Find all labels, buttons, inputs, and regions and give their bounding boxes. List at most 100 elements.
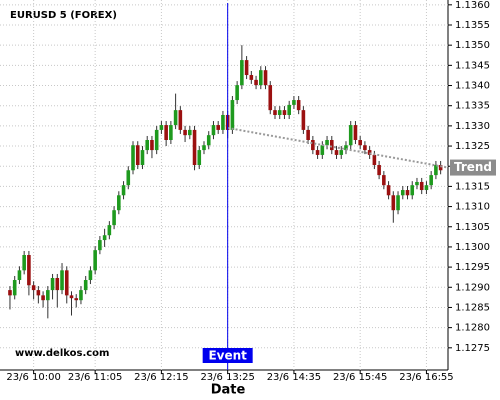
candle-body (27, 255, 31, 286)
candle-body (211, 125, 216, 136)
candle-body (344, 145, 348, 151)
candle-body (206, 135, 211, 146)
candle-body (55, 278, 60, 291)
candle-body (339, 150, 344, 155)
x-tick-label: 23/6 14:35 (267, 372, 321, 383)
y-tick-label: 1.1295 (455, 262, 490, 273)
candle-body (169, 125, 173, 140)
trend-line (227, 126, 449, 169)
candle-body (240, 60, 244, 86)
candle-body (400, 190, 405, 196)
candle-body (386, 185, 391, 196)
y-tick-label: 1.1325 (455, 141, 490, 152)
candle-body (320, 145, 325, 155)
candle-body (41, 295, 45, 301)
candle-body (438, 165, 443, 171)
candle-body (263, 70, 268, 86)
candle-body (434, 165, 438, 176)
candle-body (358, 140, 362, 146)
trend-label: Trend (454, 160, 492, 174)
candle-body (188, 129, 192, 136)
y-tick-label: 1.1355 (455, 20, 490, 31)
candle-body (164, 125, 168, 140)
candle-body (429, 175, 433, 186)
candle-body (93, 250, 97, 271)
candle-body (150, 140, 154, 151)
candle-body (334, 150, 339, 155)
candle-body (98, 240, 102, 251)
y-tick-label: 1.1305 (455, 222, 490, 233)
candle-body (154, 129, 159, 151)
candle-body (325, 140, 329, 146)
candle-body (131, 145, 135, 171)
candle-body (135, 145, 140, 166)
candle-body (22, 255, 26, 271)
x-tick-label: 23/6 13:25 (200, 372, 254, 383)
y-tick-label: 1.1310 (455, 202, 490, 213)
candle-body (311, 140, 315, 151)
candle-body (173, 110, 178, 126)
candle-body (74, 298, 79, 301)
candle-body (372, 154, 377, 166)
candle-body (112, 210, 116, 226)
candle-body (363, 145, 367, 151)
watermark: www.delkos.com (15, 348, 109, 359)
candle-body (60, 270, 64, 291)
chart-title: EURUSD 5 (FOREX) (10, 10, 117, 21)
y-tick-label: 1.1275 (455, 343, 490, 354)
y-tick-label: 1.1300 (455, 242, 490, 253)
candle-body (36, 290, 41, 296)
candle-body (315, 150, 320, 155)
candle-body (396, 195, 400, 211)
candle-body (145, 140, 150, 151)
candle-body (88, 270, 93, 281)
candle-body (249, 75, 254, 80)
candle-body (254, 79, 258, 86)
candle-body (178, 110, 183, 130)
candle-body (405, 190, 410, 196)
y-tick-label: 1.1315 (455, 181, 490, 192)
candle-body (159, 125, 164, 130)
y-tick-label: 1.1340 (455, 81, 490, 92)
y-tick-label: 1.1290 (455, 282, 490, 293)
y-tick-label: 1.1280 (455, 323, 490, 334)
candle-body (216, 125, 220, 130)
event-label: Event (208, 349, 247, 363)
y-tick-label: 1.1350 (455, 40, 490, 51)
candle-body (273, 110, 277, 115)
x-axis-label: Date (211, 383, 246, 398)
candle-body (353, 125, 358, 140)
candle-body (282, 110, 287, 115)
y-tick-label: 1.1360 (455, 0, 490, 11)
candle-body (244, 60, 249, 76)
candle-body (69, 295, 74, 299)
candle-body (83, 280, 88, 291)
candle-body (410, 185, 415, 196)
candle-body (102, 235, 107, 241)
event-label-box (202, 348, 253, 363)
candle-body (31, 285, 36, 291)
candle-body (258, 70, 263, 86)
candle-body (329, 140, 334, 151)
candle-body (79, 290, 83, 301)
y-tick-label: 1.1285 (455, 302, 490, 313)
candle-body (348, 125, 353, 146)
candle-body (419, 181, 424, 191)
candle-body (306, 129, 310, 140)
candle-body (183, 129, 187, 136)
candle-body (202, 145, 206, 151)
candle-body (235, 85, 239, 101)
candle-body (296, 100, 301, 111)
x-tick-label: 23/6 12:15 (134, 372, 188, 383)
candle-body (121, 185, 126, 196)
candle-body (424, 185, 429, 191)
x-tick-label: 23/6 11:05 (68, 372, 122, 383)
candle-body (230, 100, 235, 130)
x-tick-label: 23/6 15:45 (333, 372, 387, 383)
candle-body (221, 114, 225, 130)
candle-body (391, 195, 396, 211)
candle-body (117, 195, 121, 211)
y-tick-label: 1.1345 (455, 60, 490, 71)
candle-body (277, 110, 282, 115)
